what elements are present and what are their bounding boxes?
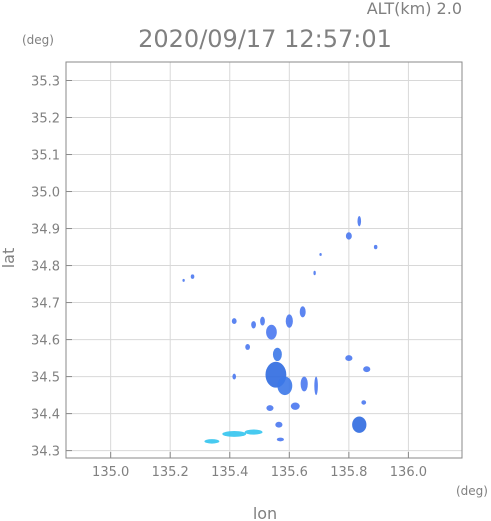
y-tick-label: 34.3 xyxy=(31,445,60,460)
y-tick-label: 34.5 xyxy=(31,371,60,386)
radar-echo xyxy=(275,421,283,428)
radar-echo xyxy=(245,344,251,350)
x-tick-label: 136.0 xyxy=(390,465,427,480)
radar-echo xyxy=(363,366,371,373)
radar-echo xyxy=(285,314,293,328)
radar-echo xyxy=(373,244,378,250)
x-tick-label: 135.4 xyxy=(211,465,248,480)
y-tick-label: 34.4 xyxy=(31,408,60,423)
radar-echo xyxy=(182,278,185,282)
radar-echo xyxy=(345,355,353,362)
datetime-title: 2020/09/17 12:57:01 xyxy=(138,25,392,53)
x-tick-label: 135.0 xyxy=(92,465,129,480)
x-tick-label: 135.8 xyxy=(330,465,367,480)
radar-echo xyxy=(319,252,322,256)
radar-echo xyxy=(352,416,367,433)
y-axis-title: lat xyxy=(0,248,18,269)
radar-echo xyxy=(260,316,265,326)
y-tick-label: 34.7 xyxy=(31,297,60,312)
radar-echo xyxy=(244,429,263,435)
radar-echo xyxy=(266,324,277,340)
y-tick-label: 34.8 xyxy=(31,260,60,275)
radar-echo xyxy=(251,321,256,329)
radar-echo xyxy=(232,373,237,380)
x-unit-label: (deg) xyxy=(456,484,488,498)
y-tick-label: 35.3 xyxy=(31,75,60,90)
radar-echo xyxy=(299,306,306,318)
radar-echoes xyxy=(182,215,378,444)
altitude-label: ALT(km) 2.0 xyxy=(367,0,462,18)
radar-echo xyxy=(314,376,318,396)
radar-echo xyxy=(345,232,352,240)
y-tick-label: 35.2 xyxy=(31,112,60,127)
y-unit-label: (deg) xyxy=(22,33,54,47)
radar-echo xyxy=(361,400,367,405)
radar-echo xyxy=(300,376,308,392)
radar-echo xyxy=(276,437,284,442)
radar-echo xyxy=(272,347,282,362)
y-tick-label: 34.9 xyxy=(31,223,60,238)
radar-echo xyxy=(277,376,293,396)
radar-echo xyxy=(190,274,195,279)
y-tick-label: 34.6 xyxy=(31,334,60,349)
x-tick-label: 135.2 xyxy=(152,465,189,480)
x-axis-title: lon xyxy=(253,504,277,521)
radar-echo xyxy=(222,430,247,437)
y-tick-label: 35.1 xyxy=(31,149,60,164)
x-axis: 135.0 135.2 135.4 135.6 135.8 136.0 xyxy=(92,452,427,480)
plot-frame xyxy=(65,61,463,459)
radar-echo xyxy=(266,405,274,411)
grid xyxy=(66,62,462,458)
radar-echo xyxy=(357,215,362,227)
radar-echo xyxy=(204,439,220,444)
y-axis: 34.3 34.4 34.5 34.6 34.7 34.8 34.9 35.0 35.1 35.2… xyxy=(31,75,72,460)
x-tick-label: 135.6 xyxy=(271,465,308,480)
y-tick-label: 35.0 xyxy=(31,186,60,201)
radar-echo xyxy=(231,318,237,325)
radar-echo xyxy=(290,402,300,410)
radar-echo xyxy=(313,270,316,276)
